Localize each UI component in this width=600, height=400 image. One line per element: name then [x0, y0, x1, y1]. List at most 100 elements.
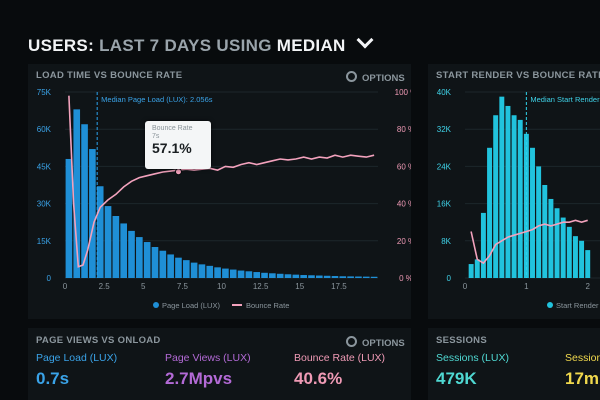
legend-label: Start Render [556, 301, 599, 310]
x-tick-label: 0 [63, 282, 68, 291]
legend-label: Page Load (LUX) [162, 301, 220, 310]
bar [65, 158, 73, 278]
metric-label: Page Views (LUX) [165, 352, 251, 364]
start-render-chart: 0 8K 16K 24K 32K 40K Median Start Render 0 1 2 Sta… [437, 88, 600, 310]
bar [536, 166, 542, 278]
x-tick-label: 12.5 [253, 282, 269, 291]
y-tick-label: 8K [441, 237, 451, 246]
bar [245, 271, 253, 278]
pageviews-options-button[interactable]: OPTIONS [346, 335, 405, 349]
legend-dot-start-render [547, 302, 553, 308]
metric-value: 479K [436, 369, 477, 388]
bar [190, 262, 198, 278]
load-bounce-options-button[interactable]: OPTIONS [346, 70, 405, 84]
bar [560, 217, 566, 278]
start-render-title: START RENDER VS BOUNCE RATE [436, 70, 600, 81]
bar [167, 254, 174, 278]
metric-label: Bounce Rate (LUX) [294, 352, 386, 364]
bar [468, 264, 474, 278]
metric-label: Page Load (LUX) [36, 352, 118, 364]
y-tick-label: 45K [37, 162, 52, 171]
sessions-title: SESSIONS [436, 335, 487, 346]
y-tick-label: 40K [437, 88, 452, 97]
bar [253, 272, 261, 278]
bar [229, 269, 237, 278]
x-tick-label: 17.5 [331, 282, 347, 291]
bounce-rate-line [470, 219, 588, 265]
bar [542, 185, 548, 278]
x-tick-label: 2.5 [99, 282, 111, 291]
y2-tick-label: 40 % [397, 200, 411, 209]
options-label: OPTIONS [362, 73, 405, 84]
bar [517, 119, 523, 279]
load-bounce-chart: 0 15K 30K 45K 60K 75K 0 % 20 % 40 % 60 % 80 % 100 %… [37, 88, 411, 310]
tooltip-title: Bounce Rate [152, 125, 193, 132]
y2-tick-label: 20 % [397, 237, 411, 246]
bar [339, 276, 347, 278]
metric-page-views[interactable]: Page Views (LUX) 2.7Mpvs [165, 352, 251, 389]
metric-value: 0.7s [36, 369, 70, 388]
bar [276, 273, 284, 278]
header-range: LAST 7 DAYS [99, 36, 212, 55]
x-tick-label: 7.5 [177, 282, 189, 291]
options-label: OPTIONS [362, 338, 405, 349]
median-marker-label: Median Start Render [530, 95, 600, 104]
tooltip-value: 57.1% [152, 140, 192, 156]
tooltip-sub: 7s [152, 133, 160, 140]
bounce-rate-line [68, 95, 375, 268]
gear-icon [346, 336, 357, 347]
bar [159, 250, 167, 278]
legend-label: Bounce Rate [246, 301, 289, 310]
load-bounce-title: LOAD TIME VS BOUNCE RATE [36, 70, 183, 81]
page-header[interactable]: USERS: LAST 7 DAYS USING MEDIAN [28, 31, 374, 56]
bar [206, 265, 214, 278]
bar [355, 276, 362, 278]
y-tick-label: 30K [37, 200, 52, 209]
chevron-down-icon[interactable] [356, 31, 374, 49]
bar [292, 274, 300, 278]
y-tick-label: 75K [37, 88, 52, 97]
bar [505, 105, 511, 278]
bar [493, 115, 499, 278]
bar [237, 270, 245, 278]
metric-session-length[interactable]: Session 17m [565, 352, 600, 389]
bar [323, 275, 331, 278]
bar [523, 133, 529, 278]
bar [480, 212, 486, 278]
bar [566, 226, 572, 278]
bar [579, 240, 585, 278]
x-tick-label: 10 [217, 282, 226, 291]
bar [175, 257, 182, 278]
metric-sessions[interactable]: Sessions (LUX) 479K [436, 352, 509, 389]
x-tick-label: 0 [463, 282, 468, 291]
metric-page-load[interactable]: Page Load (LUX) 0.7s [36, 352, 117, 389]
metric-value: 40.6% [294, 369, 343, 388]
bar [104, 206, 112, 278]
sessions-panel [428, 328, 600, 400]
bar [96, 186, 104, 278]
bar [81, 124, 88, 278]
y2-tick-label: 80 % [397, 125, 411, 134]
header-prefix: USERS: [28, 36, 95, 55]
y-tick-label: 15K [37, 237, 52, 246]
bar [143, 242, 151, 278]
bar [89, 149, 96, 278]
bar [214, 267, 221, 278]
gear-icon [346, 71, 357, 82]
bar [474, 259, 480, 278]
metric-bounce-rate[interactable]: Bounce Rate (LUX) 40.6% [294, 352, 385, 389]
bar [120, 223, 127, 278]
bar [511, 115, 517, 278]
bar [182, 260, 190, 278]
x-tick-label: 1 [524, 282, 529, 291]
y-tick-label: 24K [437, 162, 452, 171]
y2-tick-label: 60 % [397, 162, 411, 171]
bar [316, 275, 323, 278]
tooltip-point [174, 168, 182, 176]
bar [308, 275, 315, 278]
median-marker-label: Median Page Load (LUX): 2.056s [101, 95, 213, 104]
bar [499, 96, 505, 279]
bar [548, 198, 554, 278]
bar [198, 264, 206, 278]
bar [284, 274, 292, 278]
